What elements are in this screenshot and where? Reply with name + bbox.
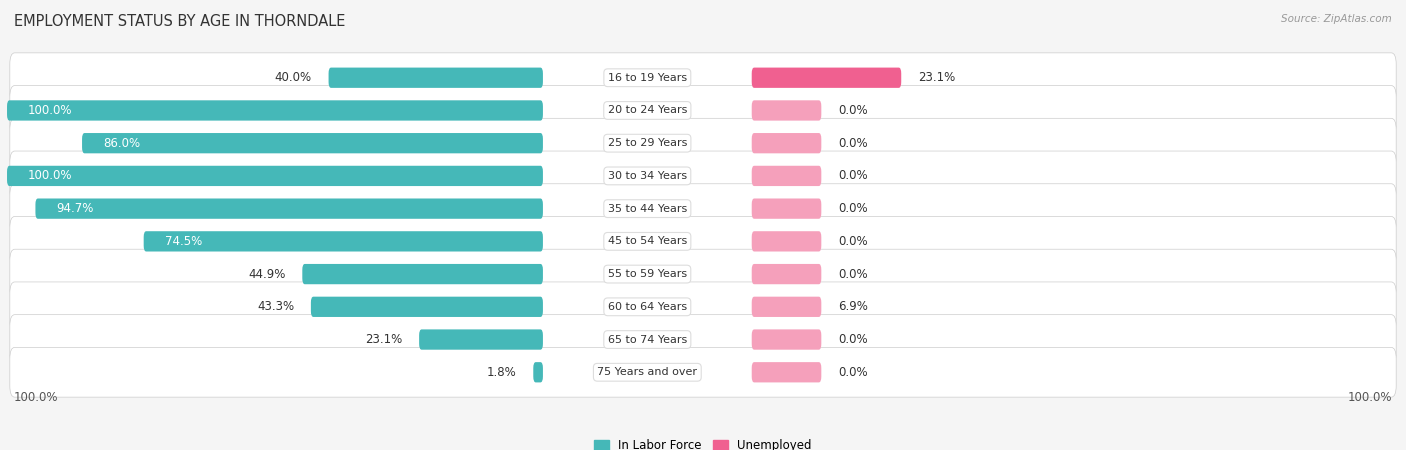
FancyBboxPatch shape [10, 347, 1396, 397]
FancyBboxPatch shape [752, 100, 821, 121]
FancyBboxPatch shape [752, 68, 901, 88]
Text: 74.5%: 74.5% [165, 235, 202, 248]
FancyBboxPatch shape [752, 166, 821, 186]
FancyBboxPatch shape [82, 133, 543, 153]
Text: 16 to 19 Years: 16 to 19 Years [607, 73, 688, 83]
Legend: In Labor Force, Unemployed: In Labor Force, Unemployed [589, 434, 817, 450]
Text: 30 to 34 Years: 30 to 34 Years [607, 171, 688, 181]
FancyBboxPatch shape [7, 166, 543, 186]
Text: 100.0%: 100.0% [28, 104, 73, 117]
Text: 20 to 24 Years: 20 to 24 Years [607, 105, 688, 116]
Text: 0.0%: 0.0% [838, 202, 868, 215]
Text: 100.0%: 100.0% [28, 169, 73, 182]
FancyBboxPatch shape [329, 68, 543, 88]
FancyBboxPatch shape [10, 249, 1396, 299]
Text: 35 to 44 Years: 35 to 44 Years [607, 204, 688, 214]
Text: 100.0%: 100.0% [14, 392, 59, 404]
Text: 0.0%: 0.0% [838, 104, 868, 117]
FancyBboxPatch shape [419, 329, 543, 350]
Text: 23.1%: 23.1% [366, 333, 402, 346]
FancyBboxPatch shape [143, 231, 543, 252]
Text: 0.0%: 0.0% [838, 169, 868, 182]
Text: 6.9%: 6.9% [838, 300, 868, 313]
Text: 25 to 29 Years: 25 to 29 Years [607, 138, 688, 148]
Text: 100.0%: 100.0% [1347, 392, 1392, 404]
FancyBboxPatch shape [10, 86, 1396, 135]
FancyBboxPatch shape [35, 198, 543, 219]
Text: 0.0%: 0.0% [838, 137, 868, 150]
Text: 0.0%: 0.0% [838, 366, 868, 379]
Text: 0.0%: 0.0% [838, 333, 868, 346]
Text: 45 to 54 Years: 45 to 54 Years [607, 236, 688, 246]
FancyBboxPatch shape [10, 315, 1396, 364]
Text: 0.0%: 0.0% [838, 268, 868, 281]
Text: 1.8%: 1.8% [486, 366, 516, 379]
FancyBboxPatch shape [10, 184, 1396, 234]
Text: EMPLOYMENT STATUS BY AGE IN THORNDALE: EMPLOYMENT STATUS BY AGE IN THORNDALE [14, 14, 346, 28]
Text: 94.7%: 94.7% [56, 202, 94, 215]
FancyBboxPatch shape [10, 282, 1396, 332]
Text: 60 to 64 Years: 60 to 64 Years [607, 302, 688, 312]
FancyBboxPatch shape [752, 264, 821, 284]
Text: 23.1%: 23.1% [918, 71, 955, 84]
Text: 86.0%: 86.0% [103, 137, 141, 150]
Text: 65 to 74 Years: 65 to 74 Years [607, 334, 688, 345]
Text: 40.0%: 40.0% [274, 71, 312, 84]
FancyBboxPatch shape [10, 53, 1396, 103]
FancyBboxPatch shape [752, 362, 821, 382]
FancyBboxPatch shape [752, 133, 821, 153]
Text: 0.0%: 0.0% [838, 235, 868, 248]
FancyBboxPatch shape [752, 198, 821, 219]
FancyBboxPatch shape [10, 216, 1396, 266]
Text: Source: ZipAtlas.com: Source: ZipAtlas.com [1281, 14, 1392, 23]
FancyBboxPatch shape [533, 362, 543, 382]
FancyBboxPatch shape [752, 231, 821, 252]
FancyBboxPatch shape [311, 297, 543, 317]
FancyBboxPatch shape [752, 297, 821, 317]
FancyBboxPatch shape [752, 329, 821, 350]
FancyBboxPatch shape [7, 100, 543, 121]
Text: 55 to 59 Years: 55 to 59 Years [607, 269, 688, 279]
Text: 75 Years and over: 75 Years and over [598, 367, 697, 377]
FancyBboxPatch shape [302, 264, 543, 284]
FancyBboxPatch shape [10, 151, 1396, 201]
Text: 44.9%: 44.9% [249, 268, 285, 281]
Text: 43.3%: 43.3% [257, 300, 294, 313]
FancyBboxPatch shape [10, 118, 1396, 168]
